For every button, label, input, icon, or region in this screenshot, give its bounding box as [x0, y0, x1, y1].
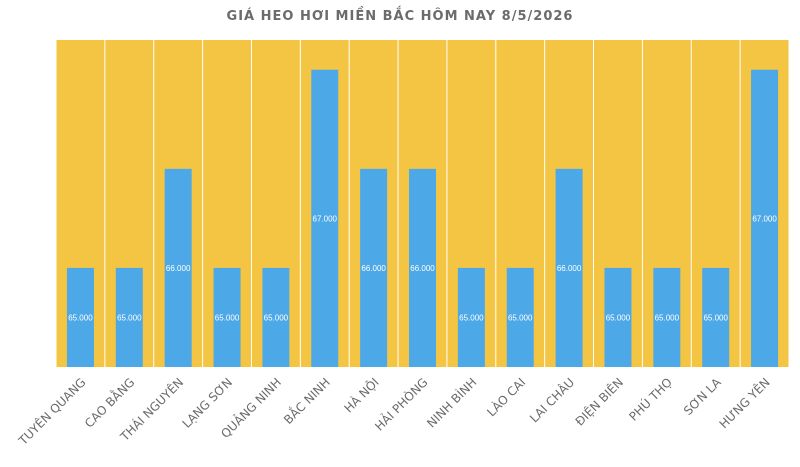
value-label-13: 65.000 — [703, 313, 728, 322]
value-label-14: 67.000 — [752, 214, 777, 223]
bar-6 — [360, 168, 388, 367]
tick-label-5: BẮC NINH — [280, 374, 333, 427]
value-label-12: 65.000 — [655, 313, 680, 322]
tick-label-7: HẢI PHÒNG — [371, 374, 431, 434]
value-label-9: 65.000 — [508, 313, 533, 322]
tick-label-8: NINH BÌNH — [424, 375, 480, 431]
bar-2 — [164, 168, 192, 367]
bar-12 — [653, 267, 681, 367]
tick-label-14: HƯNG YÊN — [716, 375, 773, 432]
tick-label-0: TUYÊN QUANG — [15, 375, 89, 449]
bar-13 — [702, 267, 730, 367]
bars — [66, 69, 779, 368]
tick-label-9: LÀO CAI — [484, 375, 529, 420]
bar-11 — [604, 267, 632, 367]
bar-5 — [311, 69, 339, 368]
value-label-10: 66.000 — [557, 264, 582, 273]
value-label-6: 66.000 — [361, 264, 386, 273]
value-label-3: 65.000 — [215, 313, 240, 322]
bar-0 — [66, 267, 94, 367]
value-label-0: 65.000 — [68, 313, 93, 322]
bar-7 — [409, 168, 436, 367]
tick-label-12: PHÚ THỌ — [626, 375, 675, 424]
bar-4 — [262, 267, 290, 367]
bar-3 — [213, 267, 241, 367]
chart-title: GIÁ HEO HƠI MIỀN BẮC HÔM NAY 8/5/2026 — [227, 6, 574, 24]
value-label-2: 66.000 — [166, 264, 191, 273]
tick-label-13: SƠN LA — [681, 375, 724, 418]
value-label-1: 65.000 — [117, 313, 142, 322]
bar-14 — [751, 69, 779, 368]
value-label-8: 65.000 — [459, 313, 484, 322]
value-labels: 65.000 65.000 66.000 65.000 65.000 67.000 66.0… — [68, 214, 777, 322]
bar-10 — [555, 168, 583, 367]
tick-label-11: ĐIỆN BIÊN — [572, 375, 626, 429]
bar-9 — [506, 267, 534, 367]
bar-1 — [115, 267, 143, 367]
value-label-7: 66.000 — [410, 264, 435, 273]
bar-8 — [457, 267, 485, 367]
value-label-5: 67.000 — [313, 214, 338, 223]
tick-label-10: LAI CHÂU — [526, 375, 577, 426]
value-label-11: 65.000 — [606, 313, 631, 322]
tick-label-6: HÀ NỘI — [341, 375, 382, 416]
value-label-4: 65.000 — [264, 313, 289, 322]
